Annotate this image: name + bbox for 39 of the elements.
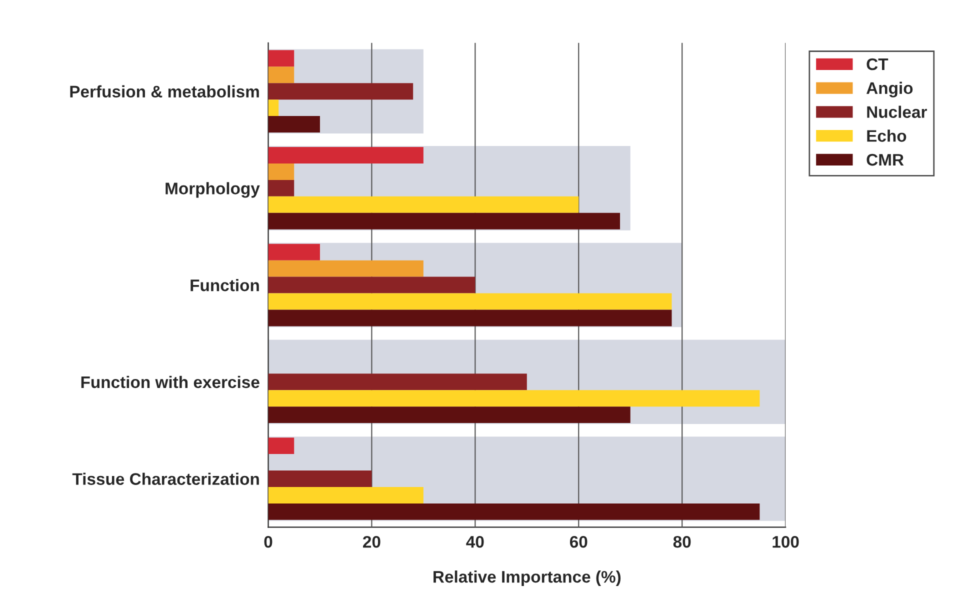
- y-tick-label: Morphology: [166, 182, 260, 198]
- legend-label: CMR: [866, 154, 904, 166]
- bar: [268, 50, 294, 67]
- bar: [268, 374, 527, 390]
- y-tick-label: Perfusion & metabolism: [70, 85, 259, 98]
- x-tick-label: 100: [772, 536, 799, 548]
- y-tick-label: Function: [190, 279, 259, 292]
- x-tick-label: 20: [363, 536, 380, 548]
- bar: [268, 390, 760, 407]
- bar: [268, 438, 294, 454]
- bar: [268, 147, 424, 164]
- bar: [268, 116, 320, 132]
- bar: [268, 66, 294, 84]
- legend-label: Angio: [866, 82, 913, 98]
- bar: [268, 486, 424, 504]
- bar: [268, 180, 294, 196]
- bar: [268, 83, 414, 100]
- bar: [268, 310, 672, 326]
- bar: [268, 244, 320, 260]
- bar: [268, 406, 630, 424]
- x-tick-label: 60: [570, 536, 588, 548]
- y-tick-label: Tissue Characterization: [72, 472, 259, 485]
- bar: [268, 503, 760, 520]
- bar: [268, 163, 294, 180]
- bar: [268, 260, 424, 277]
- bar: [268, 470, 372, 487]
- bar: [268, 212, 620, 230]
- bar: [268, 196, 579, 213]
- x-tick-label: 40: [466, 536, 484, 548]
- bar: [268, 100, 279, 116]
- legend-label: CT: [866, 58, 888, 70]
- bar: [268, 293, 672, 310]
- x-axis-title: Relative Importance (%): [434, 570, 621, 586]
- x-tick-label: 80: [673, 536, 691, 548]
- bar: [268, 276, 476, 294]
- legend-label: Echo: [867, 130, 906, 142]
- x-tick-label: 0: [264, 536, 272, 548]
- legend-label: Nuclear: [867, 106, 927, 118]
- y-tick-label: Function with exercise: [81, 376, 260, 388]
